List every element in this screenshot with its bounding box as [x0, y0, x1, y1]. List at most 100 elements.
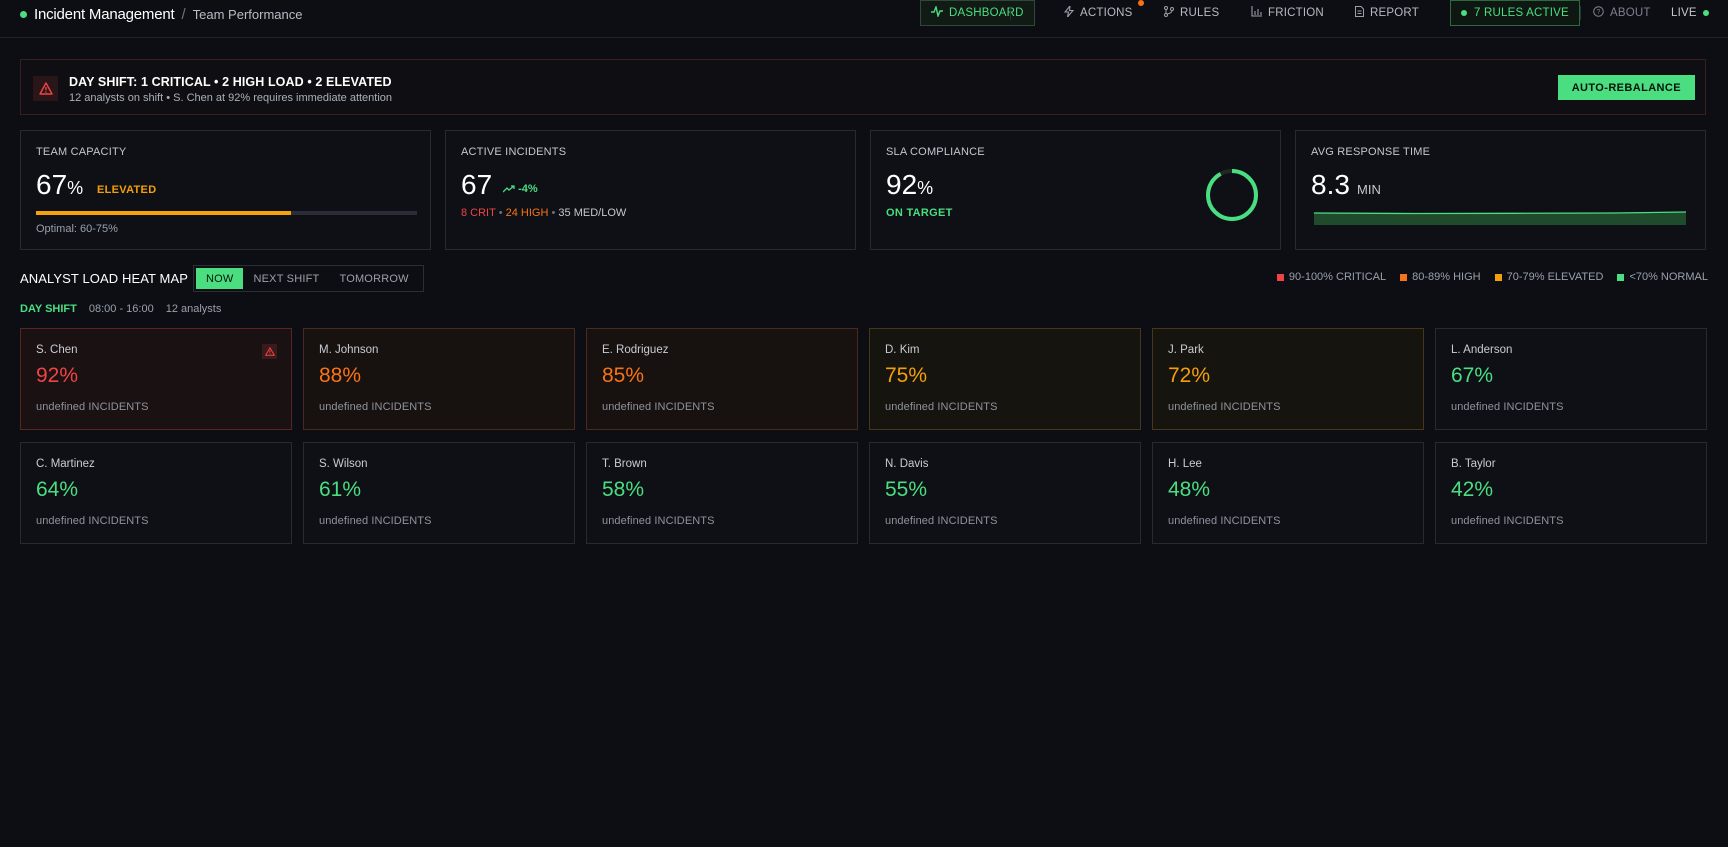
analyst-card[interactable]: C. Martinez 64% undefined INCIDENTS	[20, 442, 292, 544]
heatmap-title: ANALYST LOAD HEAT MAP	[20, 271, 189, 286]
analyst-name: N. Davis	[885, 458, 929, 470]
notification-dot	[1138, 0, 1144, 6]
live-indicator: LIVE	[1671, 0, 1709, 26]
nav-divider	[1010, 6, 1011, 20]
brand: Incident Management / Team Performance	[20, 5, 302, 23]
analyst-name: D. Kim	[885, 344, 920, 356]
svg-text:?: ?	[1596, 9, 1600, 16]
analyst-load: 48%	[1168, 478, 1211, 501]
analyst-incidents: undefined INCIDENTS	[36, 401, 149, 413]
card-label: AVG RESPONSE TIME	[1311, 146, 1431, 158]
response-sparkline	[1314, 211, 1686, 225]
nav-about-label: ABOUT	[1610, 7, 1651, 19]
live-label: LIVE	[1671, 7, 1697, 19]
legend-critical: 90-100% CRITICAL	[1276, 271, 1386, 283]
analyst-card[interactable]: M. Johnson 88% undefined INCIDENTS	[303, 328, 575, 430]
bar-chart-icon	[1251, 6, 1262, 20]
analyst-card[interactable]: S. Chen 92% undefined INCIDENTS	[20, 328, 292, 430]
help-circle-icon: ?	[1593, 6, 1604, 20]
analyst-load: 67%	[1451, 364, 1494, 387]
legend-normal: <70% NORMAL	[1617, 271, 1708, 283]
nav-friction[interactable]: FRICTION	[1251, 0, 1324, 26]
capacity-progress-bar	[36, 211, 417, 215]
analyst-name: L. Anderson	[1451, 344, 1513, 356]
high-count: 24 HIGH	[505, 207, 549, 219]
nav-about[interactable]: ? ABOUT	[1593, 0, 1651, 26]
avg-response-card: AVG RESPONSE TIME 8.3 MIN	[1295, 130, 1706, 250]
analyst-card[interactable]: J. Park 72% undefined INCIDENTS	[1152, 328, 1424, 430]
auto-rebalance-button[interactable]: AUTO-REBALANCE	[1557, 75, 1695, 100]
analyst-card[interactable]: N. Davis 55% undefined INCIDENTS	[869, 442, 1141, 544]
analyst-name: E. Rodriguez	[602, 344, 669, 356]
analyst-load: 55%	[885, 478, 928, 501]
nav-rules[interactable]: RULES	[1164, 0, 1219, 26]
analyst-incidents: undefined INCIDENTS	[602, 515, 715, 527]
analyst-incidents: undefined INCIDENTS	[1168, 515, 1281, 527]
heatmap-legend: 90-100% CRITICAL 80-89% HIGH 70-79% ELEV…	[1263, 271, 1708, 283]
analyst-load: 61%	[319, 478, 362, 501]
tab-next-shift[interactable]: NEXT SHIFT	[253, 272, 320, 285]
branch-icon	[1164, 6, 1174, 20]
status-dot-icon	[20, 10, 27, 18]
nav-actions[interactable]: ACTIONS	[1063, 0, 1133, 26]
analyst-incidents: undefined INCIDENTS	[1451, 515, 1564, 527]
nav-friction-label: FRICTION	[1268, 7, 1324, 19]
active-dot-icon	[1461, 10, 1467, 16]
analyst-name: S. Chen	[36, 344, 78, 356]
analyst-name: T. Brown	[602, 458, 647, 470]
analyst-load: 72%	[1168, 364, 1211, 387]
analyst-card[interactable]: L. Anderson 67% undefined INCIDENTS	[1435, 328, 1707, 430]
analyst-incidents: undefined INCIDENTS	[319, 401, 432, 413]
nav-dashboard[interactable]: DASHBOARD	[920, 0, 1035, 26]
tab-now[interactable]: NOW	[196, 268, 244, 289]
critical-warning-icon	[262, 344, 277, 359]
analyst-load: 88%	[319, 364, 362, 387]
alert-title: DAY SHIFT: 1 CRITICAL • 2 HIGH LOAD • 2 …	[69, 75, 392, 89]
legend-elevated: 70-79% ELEVATED	[1494, 271, 1603, 283]
response-value: 8.3	[1311, 169, 1350, 200]
nav-dashboard-label: DASHBOARD	[949, 7, 1024, 19]
activity-icon	[931, 4, 943, 20]
trend-up-icon	[502, 185, 515, 193]
analyst-incidents: undefined INCIDENTS	[885, 401, 998, 413]
card-label: ACTIVE INCIDENTS	[461, 146, 567, 158]
analyst-incidents: undefined INCIDENTS	[602, 401, 715, 413]
analyst-incidents: undefined INCIDENTS	[1451, 401, 1564, 413]
analyst-card[interactable]: S. Wilson 61% undefined INCIDENTS	[303, 442, 575, 544]
time-range-tabs: NOW NEXT SHIFT TOMORROW	[193, 265, 424, 292]
analyst-card[interactable]: E. Rodriguez 85% undefined INCIDENTS	[586, 328, 858, 430]
incidents-breakdown: 8 CRIT • 24 HIGH • 35 MED/LOW	[461, 207, 627, 219]
rules-active-label: 7 RULES ACTIVE	[1474, 7, 1569, 19]
sla-compliance-card: SLA COMPLIANCE 92% ON TARGET	[870, 130, 1281, 250]
analyst-card[interactable]: H. Lee 48% undefined INCIDENTS	[1152, 442, 1424, 544]
response-unit: MIN	[1357, 182, 1381, 197]
analyst-card[interactable]: D. Kim 75% undefined INCIDENTS	[869, 328, 1141, 430]
app-title[interactable]: Incident Management	[34, 5, 175, 23]
sla-status: ON TARGET	[886, 207, 953, 219]
live-dot-icon	[1702, 10, 1709, 16]
medlow-count: 35 MED/LOW	[558, 207, 627, 219]
lightning-icon	[1063, 4, 1075, 20]
tab-tomorrow[interactable]: TOMORROW	[339, 272, 409, 285]
analyst-name: H. Lee	[1168, 458, 1202, 470]
nav-rules-label: RULES	[1180, 7, 1220, 19]
nav-report-label: REPORT	[1370, 7, 1419, 19]
active-incidents-card: ACTIVE INCIDENTS 67 -4% 8 CRIT • 24 HIGH…	[445, 130, 856, 250]
alert-subtitle: 12 analysts on shift • S. Chen at 92% re…	[69, 92, 393, 104]
nav-report[interactable]: REPORT	[1355, 0, 1419, 26]
sla-ring-gauge	[1206, 169, 1258, 221]
card-label: SLA COMPLIANCE	[886, 146, 985, 158]
analyst-card[interactable]: T. Brown 58% undefined INCIDENTS	[586, 442, 858, 544]
analyst-load: 85%	[602, 364, 645, 387]
alert-banner: DAY SHIFT: 1 CRITICAL • 2 HIGH LOAD • 2 …	[20, 59, 1706, 115]
warning-icon	[33, 76, 58, 101]
analyst-load: 64%	[36, 478, 79, 501]
analyst-name: M. Johnson	[319, 344, 379, 356]
analyst-incidents: undefined INCIDENTS	[319, 515, 432, 527]
rules-active-badge[interactable]: 7 RULES ACTIVE	[1450, 0, 1580, 26]
analyst-name: B. Taylor	[1451, 458, 1496, 470]
capacity-status: ELEVATED	[97, 184, 157, 196]
nav-actions-label: ACTIONS	[1080, 7, 1133, 19]
analyst-card[interactable]: B. Taylor 42% undefined INCIDENTS	[1435, 442, 1707, 544]
shift-time: 08:00 - 16:00	[88, 303, 154, 315]
